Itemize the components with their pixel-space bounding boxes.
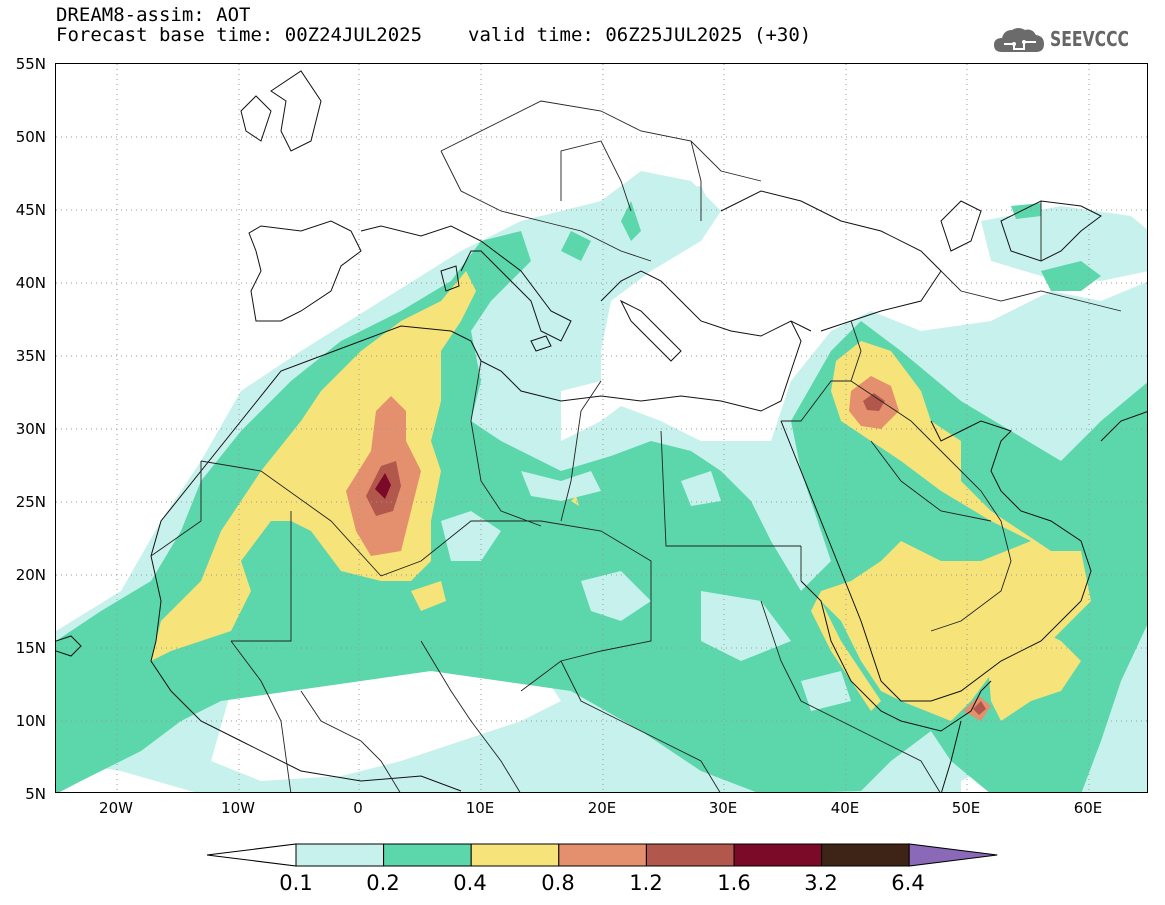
cloud-icon — [993, 28, 1044, 52]
colorbar-box — [821, 843, 910, 867]
colorbar-boxes — [206, 843, 998, 867]
colorbar-box — [295, 843, 385, 867]
aot-field-0.4 — [151, 271, 1091, 721]
lat-label-30n: 30N — [15, 420, 46, 438]
lon-label-40e: 40E — [830, 799, 860, 817]
gridlines — [56, 64, 1147, 792]
colorbar-label-1.6: 1.6 — [717, 871, 751, 895]
colorbar-arrow-low — [206, 843, 297, 867]
colorbar-label-0.2: 0.2 — [366, 871, 400, 895]
forecast-base-time: Forecast base time: 00Z24JUL2025 — [56, 24, 423, 46]
colorbar-label-3.2: 3.2 — [804, 871, 838, 895]
lat-label-15n: 15N — [15, 639, 46, 657]
lon-label-10e: 10E — [465, 799, 495, 817]
colorbar-label-0.1: 0.1 — [279, 871, 313, 895]
aot-map-canvas — [56, 64, 1147, 792]
lon-label-0: 0 — [353, 799, 363, 817]
borders — [150, 100, 1122, 792]
logo-text: SEEVCCC — [1049, 27, 1129, 51]
colorbar-label-0.8: 0.8 — [541, 871, 575, 895]
colorbar — [206, 843, 998, 867]
lat-label-45n: 45N — [15, 201, 46, 219]
lon-label-10w: 10W — [221, 799, 255, 817]
lon-label-20w: 20W — [99, 799, 133, 817]
colorbar-box — [558, 843, 647, 867]
colorbar-box — [645, 843, 735, 867]
colorbar-label-0.4: 0.4 — [453, 871, 487, 895]
lat-label-25n: 25N — [15, 493, 46, 511]
lon-label-60e: 60E — [1073, 799, 1103, 817]
valid-time: valid time: 06Z25JUL2025 (+30) — [468, 24, 812, 46]
lat-label-40n: 40N — [15, 274, 46, 292]
colorbar-label-6.4: 6.4 — [891, 871, 925, 895]
colorbar-label-1.2: 1.2 — [629, 871, 663, 895]
lat-label-20n: 20N — [15, 566, 46, 584]
aot-map — [55, 63, 1148, 793]
lat-label-55n: 55N — [15, 55, 46, 73]
lon-label-20e: 20E — [587, 799, 617, 817]
aot-field-1.6 — [375, 473, 391, 499]
colorbar-box — [733, 843, 823, 867]
lon-label-30e: 30E — [708, 799, 738, 817]
lat-label-50n: 50N — [15, 128, 46, 146]
lat-label-35n: 35N — [15, 347, 46, 365]
colorbar-box — [383, 843, 472, 867]
lat-label-10n: 10N — [15, 712, 46, 730]
forecast-time-line: Forecast base time: 00Z24JUL2025 valid ti… — [56, 25, 811, 45]
colorbar-box — [470, 843, 560, 867]
lat-label-5n: 5N — [25, 785, 46, 803]
map-title: DREAM8-assim: AOT — [56, 4, 251, 26]
lon-label-50e: 50E — [951, 799, 981, 817]
seevccc-logo: SEEVCCC — [992, 22, 1151, 56]
colorbar-arrow-high — [908, 843, 998, 867]
aot-field-patches — [441, 471, 851, 711]
coastlines — [56, 70, 1147, 792]
